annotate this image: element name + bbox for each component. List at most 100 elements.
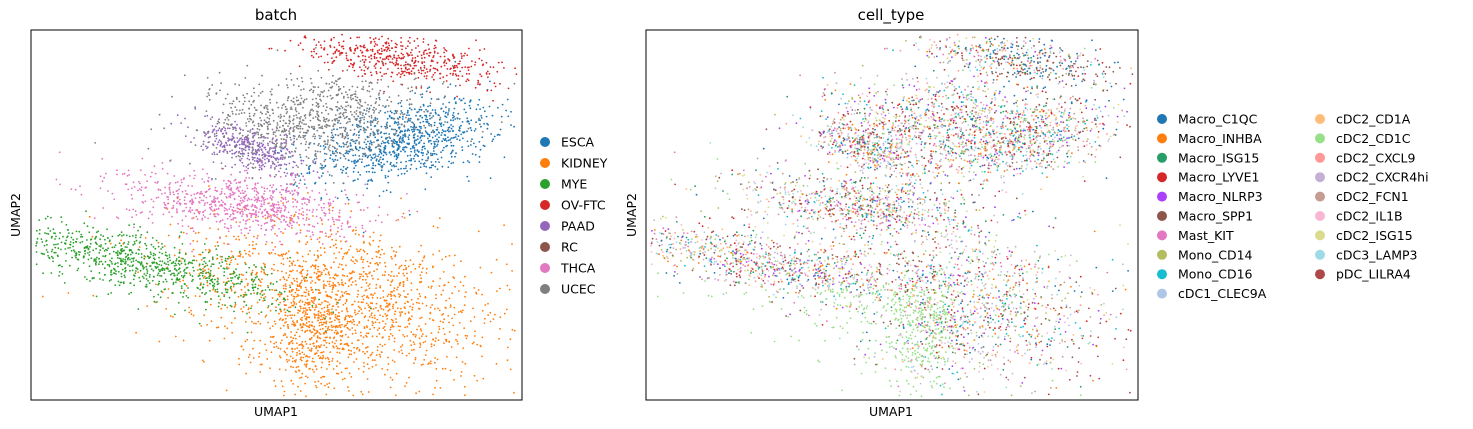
batch-point	[163, 267, 165, 270]
batch-point	[241, 189, 244, 192]
batch-point	[506, 98, 509, 101]
batch-point	[331, 158, 334, 161]
batch-point	[227, 127, 229, 130]
batch-point	[345, 193, 347, 196]
batch-point	[215, 134, 218, 137]
batch-point	[370, 54, 373, 57]
batch-point	[242, 274, 245, 277]
batch-point	[224, 284, 227, 286]
batch-point	[168, 211, 171, 214]
batch-point	[390, 116, 393, 119]
batch-point	[139, 269, 142, 272]
batch-point	[384, 261, 386, 264]
batch-point	[129, 258, 131, 261]
batch-point	[409, 120, 411, 122]
batch-point	[423, 65, 426, 67]
batch-point	[342, 268, 344, 271]
batch-point	[160, 290, 163, 293]
batch-point	[309, 276, 311, 279]
batch-point	[331, 360, 333, 362]
batch-point	[427, 286, 430, 288]
batch-point	[316, 222, 319, 225]
batch-point	[228, 188, 231, 191]
batch-point	[402, 136, 404, 139]
batch-point	[242, 306, 245, 308]
batch-point	[426, 150, 429, 153]
batch-point	[280, 209, 282, 212]
batch-point	[236, 137, 239, 139]
batch-point	[190, 141, 192, 144]
batch-point	[211, 153, 214, 155]
batch-point	[331, 326, 333, 328]
batch-point	[289, 355, 292, 358]
batch-point	[151, 279, 154, 282]
batch-point	[279, 308, 281, 311]
batch-point	[394, 42, 397, 45]
batch-point	[273, 379, 276, 382]
batch-point	[299, 323, 302, 325]
batch-point	[334, 326, 337, 329]
batch-point	[210, 278, 213, 281]
batch-point	[376, 329, 379, 331]
batch-point	[262, 163, 264, 166]
batch-point	[213, 283, 216, 285]
batch-point	[384, 265, 387, 268]
batch-point	[271, 141, 274, 144]
batch-point	[448, 331, 451, 333]
batch-point	[420, 54, 423, 57]
batch-point	[332, 311, 335, 313]
batch-point	[218, 118, 220, 121]
batch-point	[432, 115, 435, 117]
batch-point	[413, 348, 415, 351]
batch-point	[406, 111, 409, 114]
batch-point	[428, 362, 431, 364]
batch-point	[261, 151, 264, 154]
batch-point	[350, 259, 353, 262]
batch-point	[400, 45, 402, 47]
batch-point	[110, 271, 112, 274]
batch-point	[335, 48, 338, 51]
batch-point	[464, 362, 467, 365]
batch-point	[116, 250, 119, 253]
batch-point	[336, 159, 339, 162]
batch-point	[458, 126, 461, 128]
batch-point	[342, 142, 345, 145]
batch-point	[323, 285, 325, 287]
batch-point	[270, 208, 272, 211]
batch-point	[242, 192, 245, 195]
batch-point	[315, 215, 318, 218]
batch-point	[78, 253, 81, 256]
batch-point	[483, 110, 486, 113]
batch-point	[492, 318, 495, 320]
batch-point	[348, 272, 351, 274]
batch-point	[419, 317, 421, 320]
batch-point	[467, 120, 470, 123]
batch-point	[296, 289, 298, 292]
batch-point	[51, 248, 54, 251]
batch-point	[216, 291, 219, 293]
batch-point	[257, 284, 260, 287]
batch-point	[339, 335, 342, 337]
batch-point	[287, 211, 290, 214]
batch-point	[326, 53, 329, 56]
batch-point	[335, 339, 338, 342]
batch-point	[127, 264, 129, 266]
batch-point	[205, 191, 207, 194]
batch-point	[223, 226, 226, 229]
batch-point	[327, 170, 329, 173]
batch-point	[421, 57, 423, 60]
batch-point	[387, 356, 389, 359]
batch-point	[203, 260, 206, 263]
batch-point	[263, 299, 266, 302]
batch-point	[277, 254, 280, 256]
batch-point	[387, 170, 390, 173]
batch-point	[269, 336, 272, 338]
batch-point	[400, 52, 403, 55]
batch-point	[160, 264, 163, 267]
batch-point	[293, 324, 295, 326]
batch-point	[427, 363, 429, 365]
batch-point	[169, 191, 172, 194]
batch-point	[305, 288, 308, 291]
batch-point	[193, 137, 196, 139]
batch-point	[140, 233, 143, 236]
